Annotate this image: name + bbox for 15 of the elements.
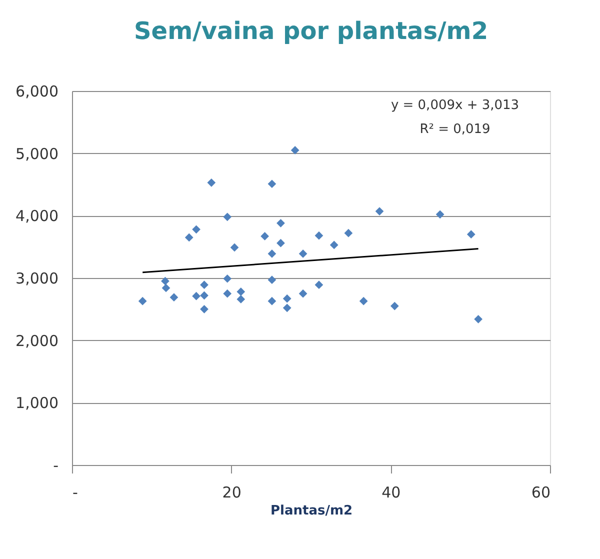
annotation: y = 0,009x + 3,013 [390, 98, 520, 113]
x-tick-label: - [72, 484, 78, 502]
x-tick-label: 40 [382, 484, 401, 502]
chart-title: Sem/vaina por plantas/m2 [134, 17, 488, 45]
x-tick-label: 60 [531, 484, 550, 502]
x-axis-title: Plantas/m2 [270, 504, 353, 518]
y-tick-label: 5,000 [16, 144, 58, 163]
y-tick-label: 6,000 [16, 82, 58, 100]
annotation: R² = 0,019 [420, 122, 490, 137]
y-tick-label: - [53, 456, 58, 474]
y-tick-label: 3,000 [16, 270, 58, 288]
x-tick-label: 20 [222, 484, 242, 502]
y-tick-label: 1,000 [16, 394, 58, 412]
y-tick-label: 4,000 [16, 207, 58, 226]
y-tick-label: 2,000 [16, 332, 58, 350]
